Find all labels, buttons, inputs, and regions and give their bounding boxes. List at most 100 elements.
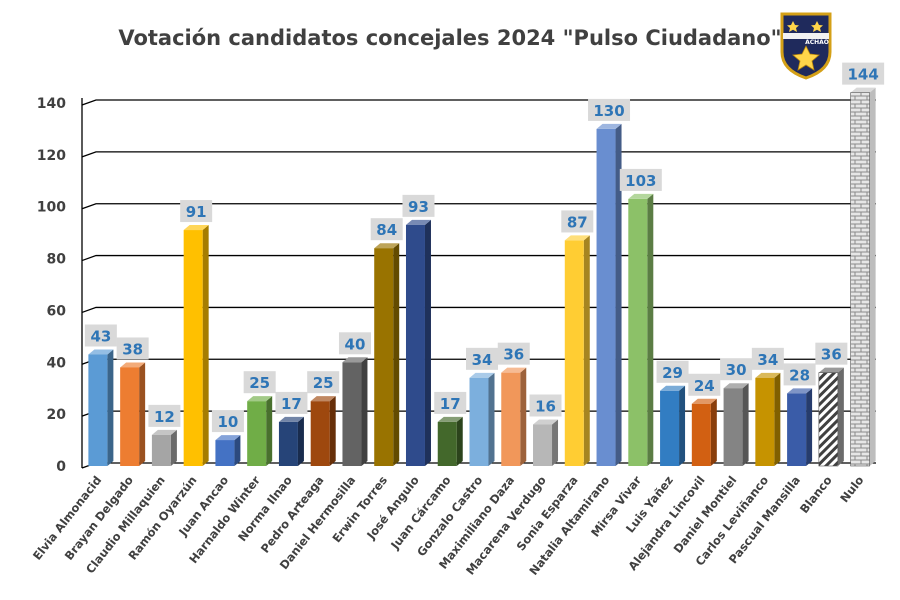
bar-side xyxy=(297,416,304,466)
data-label-box xyxy=(211,410,244,433)
data-label: 36 xyxy=(821,346,842,364)
logo-text: ACHAO xyxy=(805,39,829,46)
bar-side xyxy=(869,87,876,466)
bar xyxy=(278,421,298,466)
data-label: 17 xyxy=(281,395,302,413)
data-label-box xyxy=(116,337,149,360)
data-label-box xyxy=(656,360,689,383)
gridline xyxy=(81,99,876,106)
bar-side xyxy=(139,362,146,466)
data-label-box xyxy=(497,342,530,365)
bar xyxy=(564,240,584,466)
bar-side xyxy=(424,219,431,466)
y-tick-label: 0 xyxy=(56,459,66,475)
bar-top xyxy=(691,398,717,404)
data-label-box xyxy=(561,210,594,233)
bar xyxy=(501,372,521,466)
data-label-box xyxy=(720,358,753,381)
data-label-box xyxy=(434,391,467,414)
bar-top xyxy=(183,225,209,231)
bar xyxy=(405,224,425,466)
data-label-box xyxy=(180,200,213,223)
bar xyxy=(660,390,680,466)
bar-top xyxy=(628,193,654,199)
bar-side xyxy=(552,419,559,466)
data-label: 87 xyxy=(567,213,588,231)
category-label: Blanco xyxy=(797,473,835,516)
data-label-box xyxy=(275,391,308,414)
bar-top xyxy=(787,388,813,394)
y-tick-label: 100 xyxy=(37,200,66,216)
data-label-box xyxy=(529,394,562,417)
bar-side xyxy=(234,435,241,466)
bar xyxy=(818,372,839,467)
data-label: 16 xyxy=(535,398,556,416)
bar-top xyxy=(151,429,177,435)
bar-side xyxy=(774,372,781,466)
bar-top xyxy=(564,235,590,241)
data-label: 28 xyxy=(789,366,810,384)
data-label: 24 xyxy=(694,377,715,395)
bar-side xyxy=(837,367,844,466)
bar xyxy=(787,393,807,466)
y-tick-label: 140 xyxy=(37,96,66,112)
bar-side xyxy=(806,388,813,466)
data-label: 144 xyxy=(847,66,878,84)
bar xyxy=(120,367,140,466)
data-label-box xyxy=(619,168,662,191)
data-label: 30 xyxy=(726,361,747,379)
bar xyxy=(215,440,235,466)
y-tick-label: 120 xyxy=(37,148,66,164)
data-label-box xyxy=(842,62,885,85)
bar xyxy=(437,421,457,466)
bar xyxy=(88,354,108,466)
bar-side xyxy=(170,429,177,466)
bar-top xyxy=(437,416,463,422)
bar-top xyxy=(405,219,431,225)
bar xyxy=(628,198,648,466)
bar-top xyxy=(374,243,400,249)
data-label: 25 xyxy=(313,374,334,392)
bar-side xyxy=(679,385,686,466)
data-label-box xyxy=(307,371,340,394)
bar xyxy=(850,92,870,467)
y-tick-label: 20 xyxy=(47,407,67,423)
bar xyxy=(374,248,394,466)
bar-side xyxy=(742,383,749,466)
y-tick-label: 40 xyxy=(47,355,67,371)
bar-top xyxy=(215,435,241,441)
data-label-box xyxy=(751,347,784,370)
bar-top xyxy=(660,385,686,391)
data-label: 93 xyxy=(408,198,429,216)
bar xyxy=(183,230,203,466)
data-label: 36 xyxy=(503,346,524,364)
data-label: 12 xyxy=(154,408,175,426)
y-tick-label: 80 xyxy=(47,252,67,268)
bar xyxy=(723,388,743,466)
bar-side xyxy=(456,416,463,466)
bar xyxy=(247,401,267,466)
data-label: 34 xyxy=(472,351,493,369)
bar xyxy=(310,401,330,466)
data-label-box xyxy=(370,218,403,241)
data-label-box xyxy=(783,363,816,386)
data-label: 25 xyxy=(249,374,270,392)
data-label: 38 xyxy=(122,340,143,358)
bar-side xyxy=(583,235,590,466)
bar-side xyxy=(710,398,717,466)
bar-side xyxy=(615,123,622,466)
data-label: 91 xyxy=(186,203,207,221)
bar-side xyxy=(361,357,368,466)
data-label-box xyxy=(84,324,117,347)
bar-side xyxy=(107,349,114,466)
bar-top xyxy=(120,362,146,368)
data-label: 10 xyxy=(217,413,238,431)
data-label: 130 xyxy=(593,102,624,120)
gridline xyxy=(81,151,876,158)
data-label: 29 xyxy=(662,364,683,382)
bar xyxy=(533,424,553,466)
y-tick-label: 60 xyxy=(47,303,67,319)
data-label: 84 xyxy=(376,221,397,239)
bar-top xyxy=(818,367,844,373)
